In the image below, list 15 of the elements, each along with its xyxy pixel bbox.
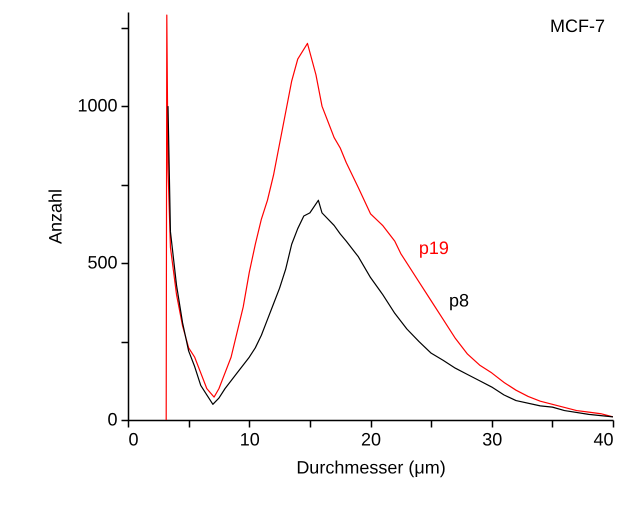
y-tick-label: 0 [107, 410, 118, 430]
x-tick-label: 10 [240, 430, 260, 450]
line-series [166, 14, 613, 420]
x-tick-label: 20 [360, 430, 382, 450]
x-tick-label: 40 [593, 430, 614, 450]
series-label: p19 [418, 238, 449, 258]
y-tick-label: 1000 [77, 96, 118, 116]
x-axis-title: Durchmesser (μm) [296, 458, 446, 478]
text: p8 [449, 290, 470, 311]
line-series [167, 106, 613, 418]
x-tick-label: 0 [128, 430, 139, 450]
x-tick-label: 30 [482, 430, 502, 450]
y-tick-label: 500 [87, 252, 118, 273]
annotation: MCF-7 [550, 16, 605, 36]
y-axis-title: Anzahl [45, 188, 66, 244]
